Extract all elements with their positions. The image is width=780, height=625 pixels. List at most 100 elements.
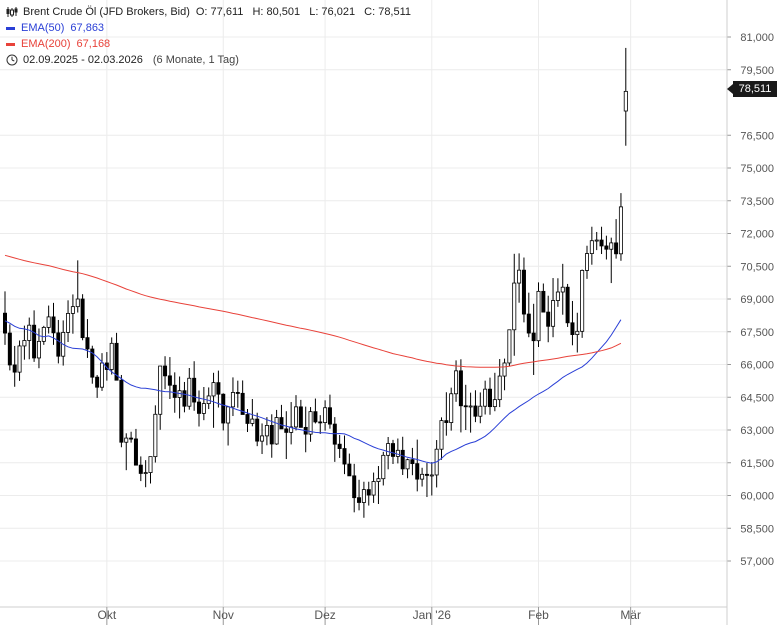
candle xyxy=(221,393,226,431)
candle xyxy=(75,260,80,313)
y-tick-label: 61,500 xyxy=(740,458,774,470)
candle xyxy=(90,345,95,384)
candle-body xyxy=(22,340,27,347)
candle xyxy=(531,303,536,375)
candle xyxy=(109,337,114,375)
candle xyxy=(148,456,153,484)
ohlc-values: O: 77,611 H: 80,501 L: 76,021 C: 78,511 xyxy=(190,4,411,20)
candle-body xyxy=(27,324,32,341)
candle-body xyxy=(3,312,8,334)
candle xyxy=(502,358,507,391)
candle xyxy=(623,47,628,146)
candle-body xyxy=(429,474,434,477)
candle-body xyxy=(279,417,284,430)
candle xyxy=(27,317,32,360)
candle-body xyxy=(531,332,536,342)
ema200-value: 67,168 xyxy=(76,38,111,50)
candle xyxy=(361,481,366,518)
candle-body xyxy=(395,449,400,457)
candle-body xyxy=(415,463,420,480)
candle-body xyxy=(551,300,556,327)
candle-body xyxy=(623,90,628,112)
candle-body xyxy=(32,324,37,359)
ema-lines xyxy=(4,254,622,464)
candle xyxy=(7,324,12,371)
candle xyxy=(371,472,376,503)
y-tick-label: 75,000 xyxy=(740,163,774,175)
candle xyxy=(230,377,235,417)
candle xyxy=(541,283,546,313)
candle xyxy=(158,365,163,430)
candle xyxy=(182,381,187,413)
candle xyxy=(46,305,51,334)
candle-body xyxy=(483,388,488,407)
candle-body xyxy=(507,329,512,364)
candle-body xyxy=(386,443,391,456)
candle xyxy=(337,435,342,458)
candle-body xyxy=(318,421,323,424)
candle-body xyxy=(235,392,240,394)
candle-body xyxy=(245,414,250,424)
candle xyxy=(551,278,556,338)
candle-body xyxy=(109,342,114,370)
candle-body xyxy=(400,449,405,470)
candle xyxy=(395,438,400,464)
candle xyxy=(17,340,22,381)
candle xyxy=(260,423,265,455)
chart-legend: Brent Crude Öl (JFD Brokers, Bid) O: 77,… xyxy=(6,4,411,68)
candle xyxy=(521,257,526,323)
legend-range-row: 02.09.2025 - 02.03.2026 (6 Monate, 1 Tag… xyxy=(6,52,411,68)
ema50-line xyxy=(4,319,622,464)
candle-body xyxy=(594,239,599,242)
candle xyxy=(575,312,580,353)
candle xyxy=(570,300,575,346)
y-tick-label: 81,000 xyxy=(740,32,774,44)
candle-body xyxy=(129,437,134,440)
candle xyxy=(327,394,332,429)
candle-body xyxy=(526,313,531,334)
candle-body xyxy=(66,313,71,333)
candle xyxy=(473,390,478,423)
candle-body xyxy=(352,475,357,499)
x-tick-label: Feb xyxy=(528,608,549,622)
candle-body xyxy=(274,417,279,445)
candle xyxy=(12,345,17,387)
candle xyxy=(284,411,289,460)
candle-body xyxy=(565,286,570,324)
candle xyxy=(434,440,439,488)
candle-body xyxy=(521,269,526,315)
candle-body xyxy=(502,362,507,377)
candle-body xyxy=(100,362,105,388)
candle xyxy=(298,399,303,428)
ema50-label: EMA(50) xyxy=(21,22,65,34)
legend-ema200-row: EMA(200) 67,168 xyxy=(6,36,411,52)
candle xyxy=(512,253,517,356)
candle xyxy=(3,291,8,345)
ema50-swatch xyxy=(6,26,15,30)
candle xyxy=(458,359,463,433)
candle-body xyxy=(133,438,138,466)
y-tick-label: 70,500 xyxy=(740,261,774,273)
candle-body xyxy=(124,437,129,443)
candle-body xyxy=(240,392,245,415)
candle-body xyxy=(293,406,298,428)
candle xyxy=(124,433,129,471)
candle-body xyxy=(410,459,415,465)
ema200-swatch xyxy=(6,42,15,46)
candle xyxy=(478,392,483,424)
candle-body xyxy=(536,290,541,342)
candle xyxy=(483,380,488,415)
ema200-label: EMA(200) xyxy=(21,38,71,50)
candle-body xyxy=(424,473,429,476)
candle-body xyxy=(420,473,425,480)
candle xyxy=(609,237,614,284)
candle-body xyxy=(138,464,143,474)
candle-body xyxy=(478,405,483,417)
candle xyxy=(85,319,90,358)
candle-body xyxy=(342,448,347,465)
candle xyxy=(279,404,284,430)
candle-body xyxy=(405,459,410,470)
candle xyxy=(192,361,197,411)
candle xyxy=(366,481,371,506)
candle xyxy=(497,359,502,408)
